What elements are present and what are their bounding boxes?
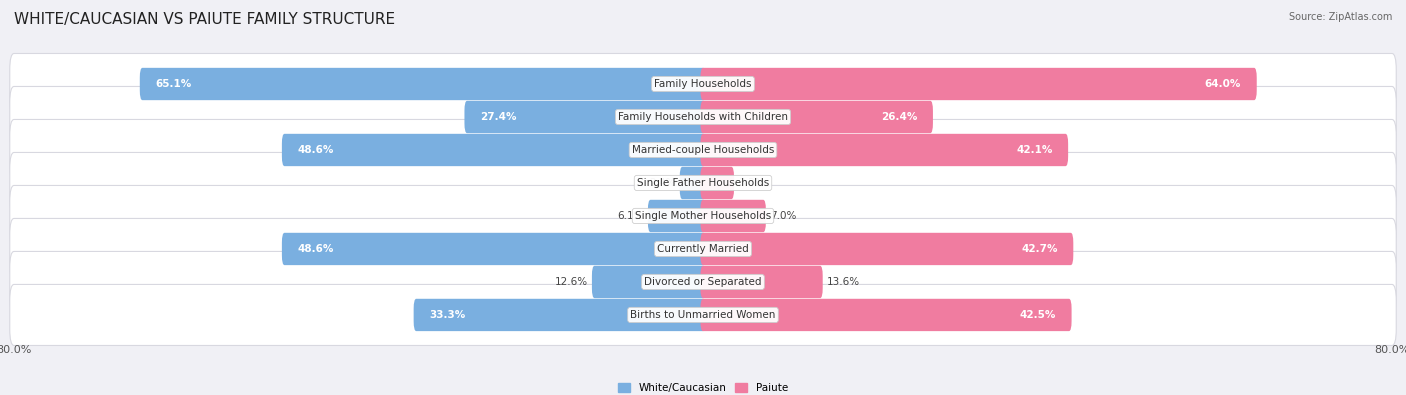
Text: 12.6%: 12.6% — [554, 277, 588, 287]
FancyBboxPatch shape — [700, 299, 1071, 331]
FancyBboxPatch shape — [10, 252, 1396, 312]
Text: 7.0%: 7.0% — [770, 211, 797, 221]
FancyBboxPatch shape — [700, 167, 734, 199]
Text: WHITE/CAUCASIAN VS PAIUTE FAMILY STRUCTURE: WHITE/CAUCASIAN VS PAIUTE FAMILY STRUCTU… — [14, 12, 395, 27]
FancyBboxPatch shape — [10, 218, 1396, 280]
Text: 48.6%: 48.6% — [298, 145, 333, 155]
Text: Single Mother Households: Single Mother Households — [636, 211, 770, 221]
Text: 6.1%: 6.1% — [617, 211, 644, 221]
Text: 42.7%: 42.7% — [1021, 244, 1057, 254]
Text: 26.4%: 26.4% — [882, 112, 918, 122]
Legend: White/Caucasian, Paiute: White/Caucasian, Paiute — [614, 380, 792, 395]
Text: Divorced or Separated: Divorced or Separated — [644, 277, 762, 287]
Text: Currently Married: Currently Married — [657, 244, 749, 254]
Text: Family Households with Children: Family Households with Children — [619, 112, 787, 122]
FancyBboxPatch shape — [139, 68, 706, 100]
FancyBboxPatch shape — [10, 152, 1396, 213]
FancyBboxPatch shape — [648, 200, 706, 232]
Text: Family Households: Family Households — [654, 79, 752, 89]
FancyBboxPatch shape — [700, 134, 1069, 166]
FancyBboxPatch shape — [700, 68, 1257, 100]
Text: 42.1%: 42.1% — [1017, 145, 1053, 155]
Text: Births to Unmarried Women: Births to Unmarried Women — [630, 310, 776, 320]
Text: 13.6%: 13.6% — [827, 277, 860, 287]
FancyBboxPatch shape — [464, 101, 706, 133]
FancyBboxPatch shape — [700, 101, 934, 133]
FancyBboxPatch shape — [700, 233, 1073, 265]
FancyBboxPatch shape — [10, 87, 1396, 147]
Text: 27.4%: 27.4% — [479, 112, 516, 122]
FancyBboxPatch shape — [679, 167, 706, 199]
Text: 42.5%: 42.5% — [1019, 310, 1056, 320]
FancyBboxPatch shape — [700, 200, 766, 232]
FancyBboxPatch shape — [281, 134, 706, 166]
Text: Single Father Households: Single Father Households — [637, 178, 769, 188]
Text: 64.0%: 64.0% — [1205, 79, 1241, 89]
Text: 48.6%: 48.6% — [298, 244, 333, 254]
Text: Source: ZipAtlas.com: Source: ZipAtlas.com — [1288, 12, 1392, 22]
Text: 33.3%: 33.3% — [429, 310, 465, 320]
Text: Married-couple Households: Married-couple Households — [631, 145, 775, 155]
FancyBboxPatch shape — [10, 119, 1396, 181]
Text: 3.3%: 3.3% — [738, 178, 765, 188]
FancyBboxPatch shape — [413, 299, 706, 331]
Text: 65.1%: 65.1% — [155, 79, 191, 89]
Text: 2.4%: 2.4% — [650, 178, 675, 188]
FancyBboxPatch shape — [700, 266, 823, 298]
FancyBboxPatch shape — [10, 53, 1396, 115]
FancyBboxPatch shape — [10, 185, 1396, 246]
FancyBboxPatch shape — [10, 284, 1396, 346]
FancyBboxPatch shape — [592, 266, 706, 298]
FancyBboxPatch shape — [281, 233, 706, 265]
